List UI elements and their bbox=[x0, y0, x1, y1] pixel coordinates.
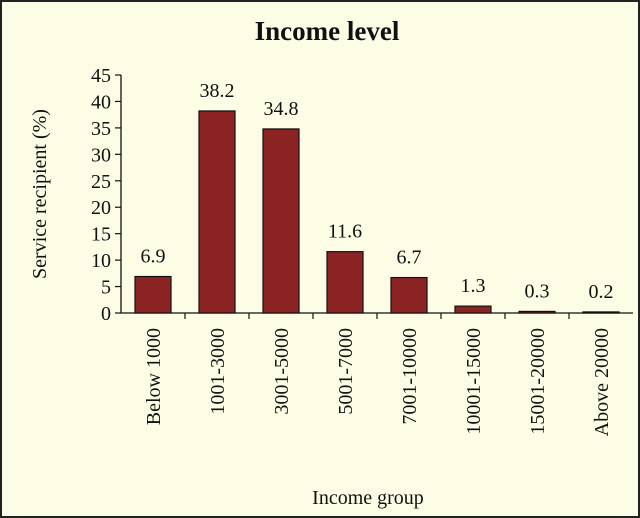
data-label: 34.8 bbox=[264, 98, 299, 120]
bar bbox=[326, 251, 364, 314]
x-tick-label: Below 1000 bbox=[143, 328, 165, 425]
y-tick-label: 15 bbox=[91, 224, 111, 246]
chart-title: Income level bbox=[255, 16, 400, 46]
data-label: 6.9 bbox=[141, 246, 166, 268]
y-tick-label: 20 bbox=[91, 197, 111, 219]
bar bbox=[262, 128, 300, 314]
x-tick-label: Above 20000 bbox=[591, 328, 613, 436]
bar bbox=[134, 275, 172, 314]
bar bbox=[454, 305, 492, 314]
y-tick-label: 10 bbox=[91, 250, 111, 272]
bar bbox=[582, 311, 620, 314]
x-tick-label: 3001-5000 bbox=[271, 328, 293, 415]
y-tick-label: 35 bbox=[91, 118, 111, 140]
y-tick-label: 25 bbox=[91, 171, 111, 193]
bar bbox=[518, 310, 556, 314]
x-tick-label: 10001-15000 bbox=[463, 328, 485, 435]
y-tick-label: 40 bbox=[91, 91, 111, 113]
data-label: 6.7 bbox=[397, 247, 422, 269]
data-label: 38.2 bbox=[200, 80, 235, 102]
y-tick-label: 0 bbox=[101, 303, 111, 325]
bar bbox=[198, 110, 236, 314]
plot-area: 0 5 10 15 20 25 30 35 40 45 6.9 Below 1000 38.2 1001-… bbox=[91, 65, 633, 436]
y-tick-label: 30 bbox=[91, 144, 111, 166]
bar bbox=[390, 276, 428, 314]
y-tick-label: 5 bbox=[101, 277, 111, 299]
x-tick-label: 5001-7000 bbox=[335, 328, 357, 415]
y-tick-label: 45 bbox=[91, 65, 111, 87]
y-axis-label: Service recipient (%) bbox=[29, 109, 51, 279]
x-tick-label: 7001-10000 bbox=[399, 328, 421, 425]
data-label: 11.6 bbox=[328, 221, 362, 243]
data-label: 0.2 bbox=[589, 281, 614, 303]
data-label: 0.3 bbox=[525, 280, 550, 302]
data-label: 1.3 bbox=[461, 275, 486, 297]
x-tick-label: 1001-3000 bbox=[207, 328, 229, 415]
x-tick-label: 15001-20000 bbox=[527, 328, 549, 435]
x-axis-label: Income group bbox=[312, 487, 424, 509]
